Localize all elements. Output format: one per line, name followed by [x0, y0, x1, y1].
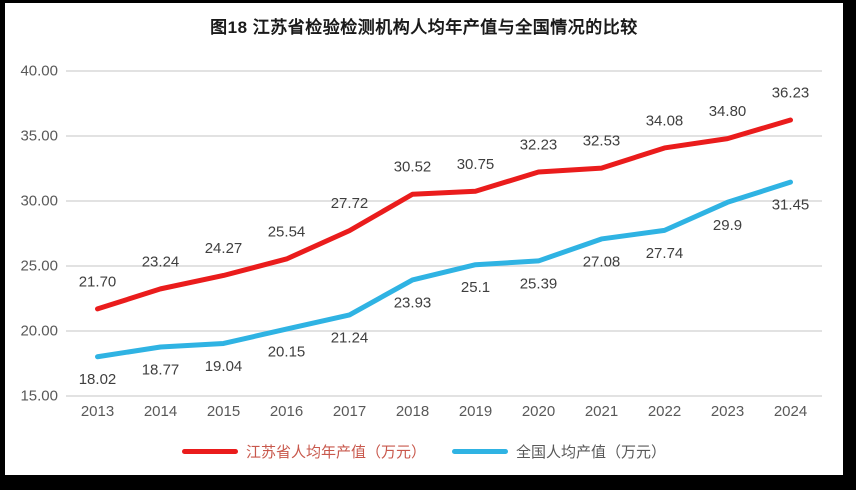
x-axis-tick-label: 2021: [585, 403, 618, 420]
data-label: 19.04: [205, 358, 243, 375]
data-label: 18.02: [79, 371, 117, 388]
y-axis-tick-label: 30.00: [20, 193, 58, 210]
data-label: 29.9: [713, 217, 742, 234]
legend-label-national: 全国人均产值（万元）: [516, 444, 667, 461]
series-line-1: [95, 179, 793, 360]
data-label: 25.39: [520, 275, 558, 292]
y-axis-tick-label: 15.00: [20, 388, 58, 405]
data-label: 24.27: [205, 240, 243, 257]
x-axis-tick-label: 2014: [144, 403, 177, 420]
data-label: 32.53: [583, 133, 621, 150]
data-label: 30.75: [457, 156, 495, 173]
legend-label-jiangsu: 江苏省人均年产值（万元）: [245, 444, 426, 461]
x-axis-tick-label: 2017: [333, 403, 366, 420]
x-axis-tick-label: 2018: [396, 403, 429, 420]
data-label: 18.77: [142, 361, 180, 378]
data-label: 23.24: [142, 253, 180, 270]
x-axis-tick-label: 2013: [81, 403, 114, 420]
data-label: 27.08: [583, 253, 621, 270]
chart-legend: 江苏省人均年产值（万元） 全国人均产值（万元）: [5, 441, 843, 462]
data-label: 32.23: [520, 137, 558, 154]
data-label: 20.15: [268, 344, 306, 361]
data-label: 36.23: [772, 85, 810, 102]
x-axis-tick-label: 2016: [270, 403, 303, 420]
data-label: 23.93: [394, 294, 432, 311]
data-label: 21.24: [331, 329, 369, 346]
chart-title: 图18 江苏省检验检测机构人均年产值与全国情况的比较: [210, 18, 638, 37]
x-axis-tick-label: 2024: [774, 403, 807, 420]
y-axis-tick-label: 40.00: [20, 63, 58, 80]
series-line-0: [95, 117, 793, 312]
chart-page: 图18 江苏省检验检测机构人均年产值与全国情况的比较 15.00 20.00 25.…: [5, 3, 843, 475]
legend-item-national: 全国人均产值（万元）: [452, 441, 666, 462]
legend-item-jiangsu: 江苏省人均年产值（万元）: [181, 441, 426, 462]
data-label: 21.70: [79, 273, 117, 290]
line-chart-plot-area: 15.00 20.00 25.00 30.00 35.00 40.00 2013 2014 20…: [20, 63, 822, 420]
x-axis-tick-label: 2023: [711, 403, 744, 420]
x-axis-tick-label: 2019: [459, 403, 492, 420]
legend-line-swatch-blue: [452, 449, 508, 454]
data-label: 31.45: [772, 197, 810, 214]
x-axis-tick-label: 2020: [522, 403, 555, 420]
data-label: 27.72: [331, 195, 369, 212]
data-label: 25.1: [461, 279, 490, 296]
data-label: 34.08: [646, 112, 684, 129]
x-axis-tick-label: 2022: [648, 403, 681, 420]
data-label: 30.52: [394, 159, 432, 176]
x-axis-tick-label: 2015: [207, 403, 240, 420]
y-axis-tick-label: 35.00: [20, 128, 58, 145]
legend-line-swatch-red: [181, 449, 238, 454]
y-axis-tick-label: 20.00: [20, 323, 58, 340]
data-label: 34.80: [709, 103, 747, 120]
y-axis-tick-label: 25.00: [20, 258, 58, 275]
data-label: 25.54: [268, 223, 306, 240]
data-label: 27.74: [646, 245, 684, 262]
